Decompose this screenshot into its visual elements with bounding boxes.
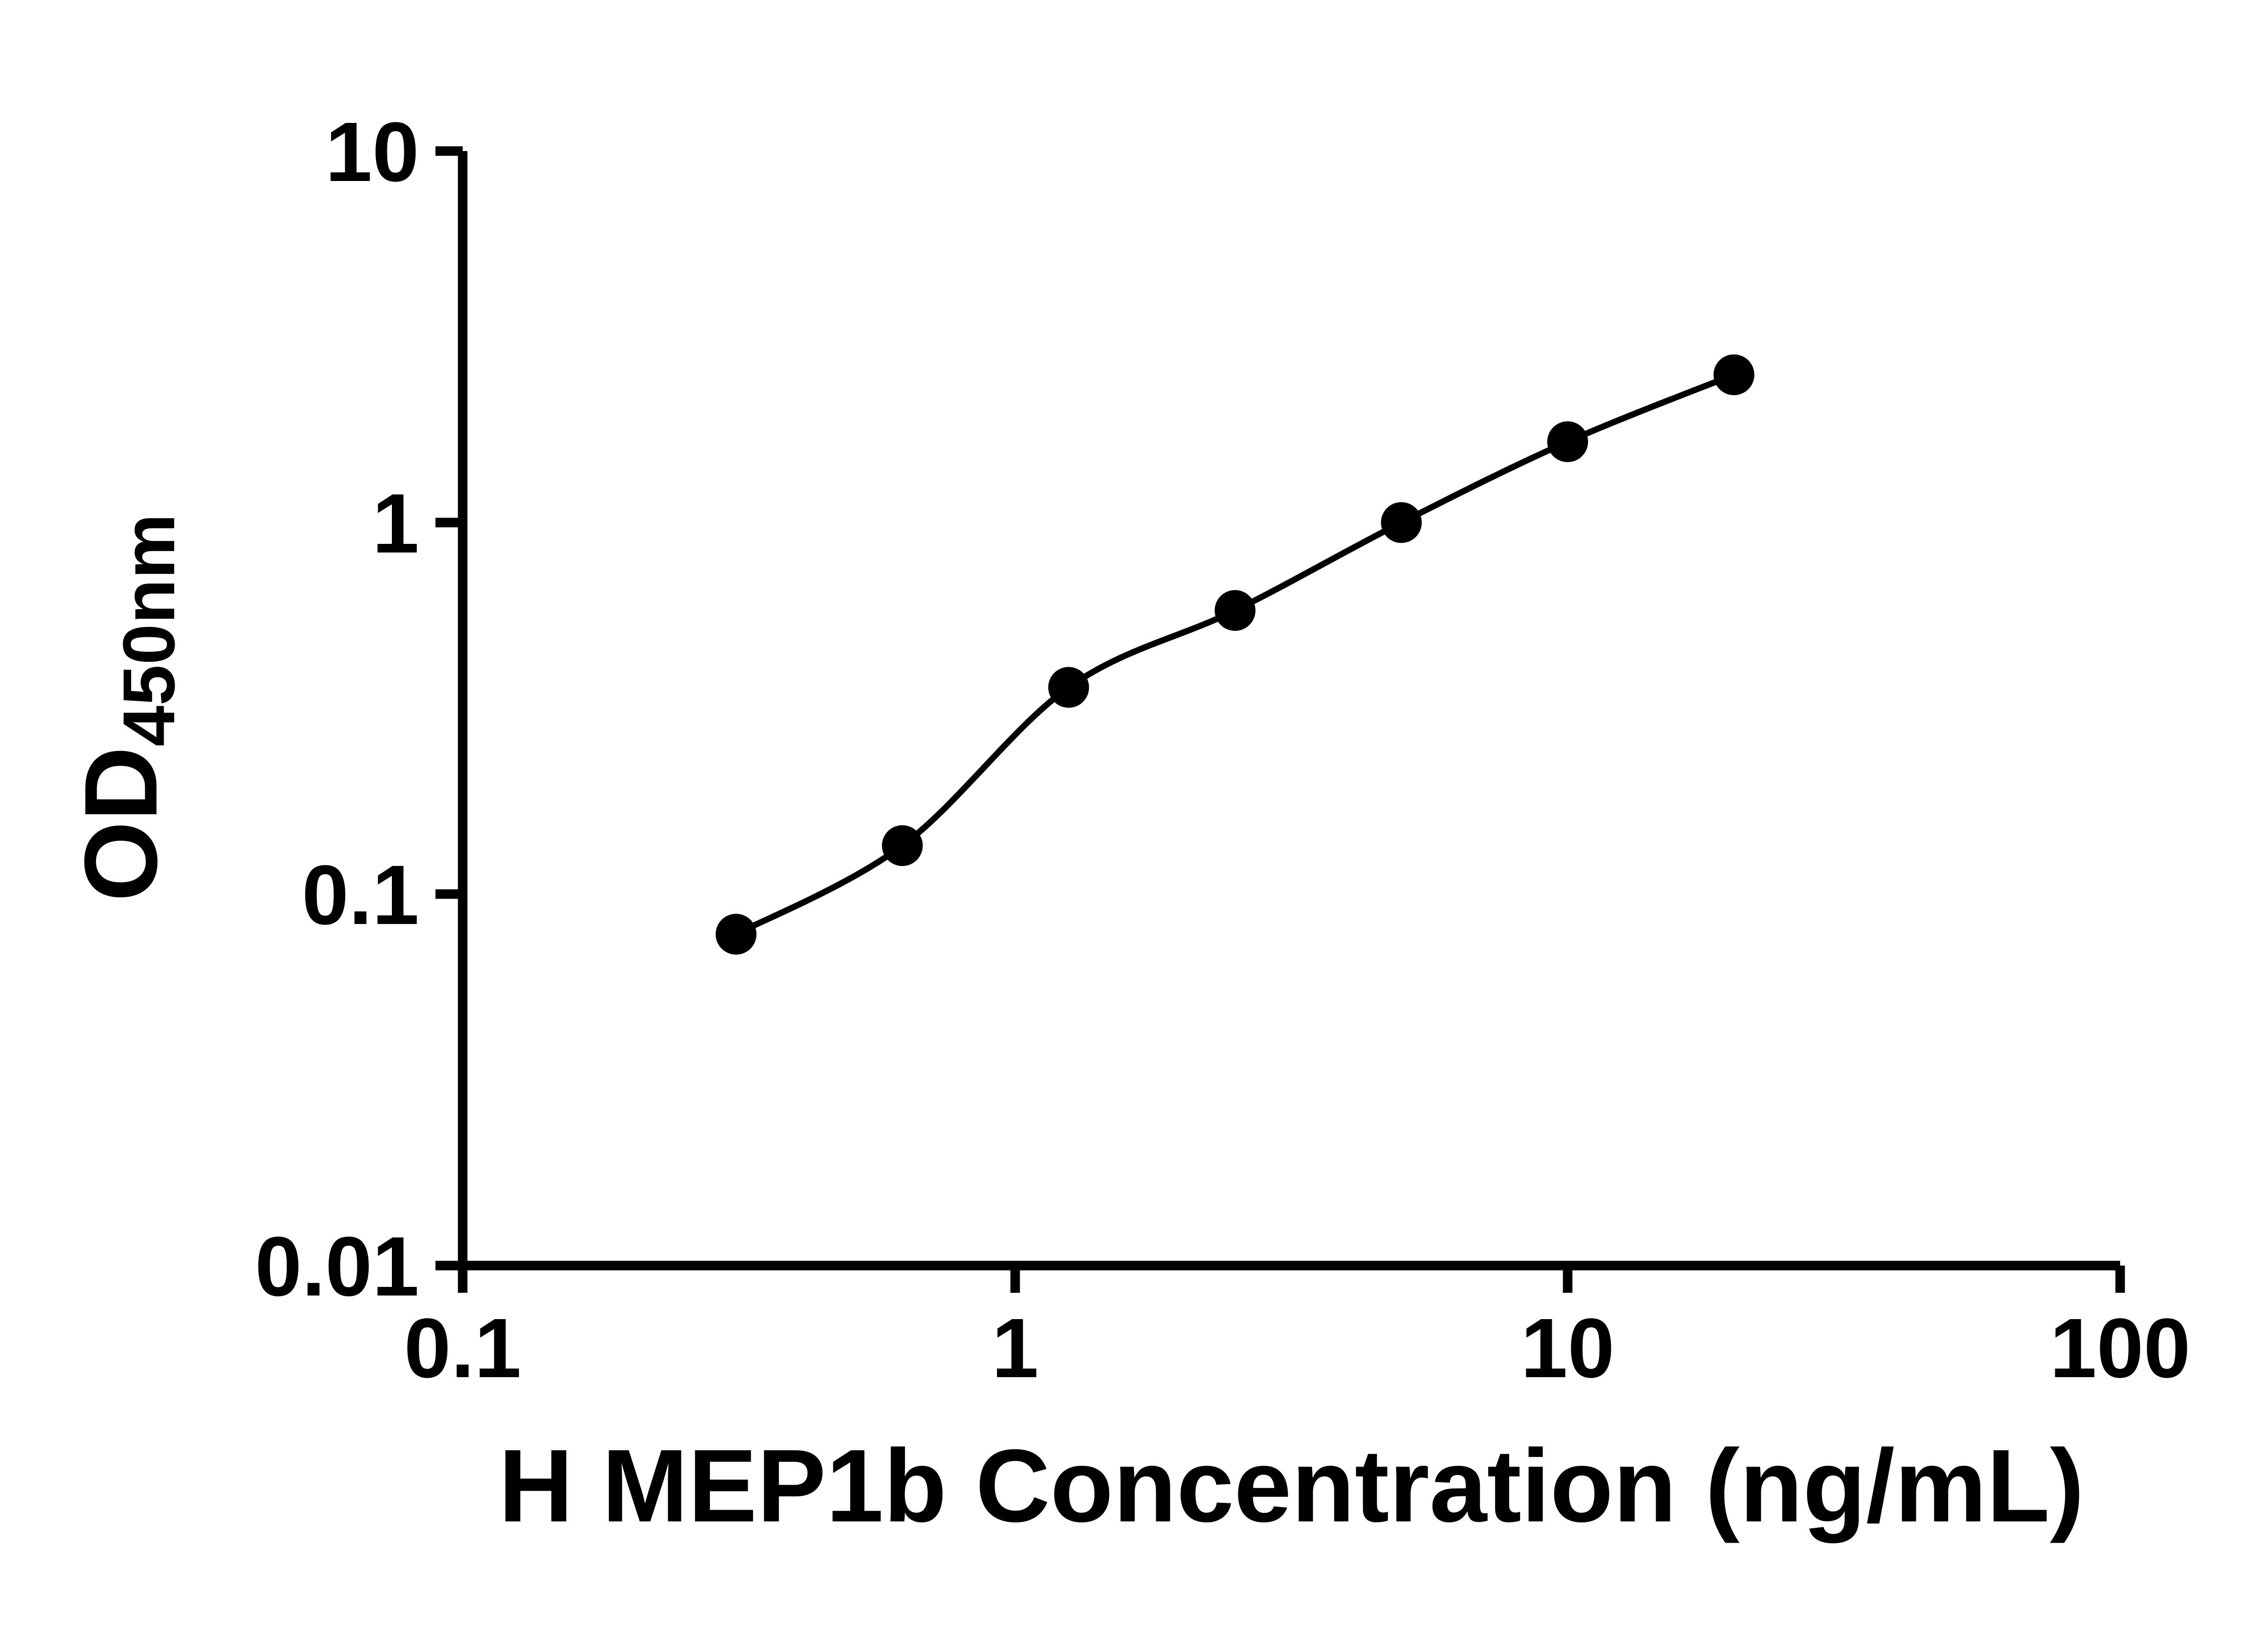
data-point <box>1214 590 1256 631</box>
x-axis-ticks <box>458 1266 2125 1293</box>
y-tick-label: 10 <box>325 105 419 199</box>
x-axis-tick-labels: 0.1 1 10 100 <box>404 1301 2190 1395</box>
x-tick-label: 0.1 <box>404 1301 522 1395</box>
y-axis-title-subscript: 450nm <box>108 513 190 746</box>
x-tick-label: 100 <box>2050 1301 2190 1395</box>
y-axis-title: OD450nm <box>64 513 190 901</box>
x-axis-title: H MEP1b Concentration (ng/mL) <box>499 1428 2084 1544</box>
y-axis-ticks <box>435 146 463 1271</box>
data-point <box>1381 502 1422 543</box>
y-axis-title-main: OD <box>64 747 179 902</box>
data-point <box>882 825 923 866</box>
data-point <box>1713 354 1755 396</box>
data-point <box>1547 421 1588 462</box>
x-tick-label: 10 <box>1521 1301 1615 1395</box>
y-tick-label: 0.1 <box>302 848 419 942</box>
axis-spines <box>458 151 2120 1271</box>
data-point <box>1048 667 1089 708</box>
y-axis-tick-labels: 0.01 0.1 1 10 <box>255 105 419 1314</box>
data-point <box>715 914 757 955</box>
x-tick-label: 1 <box>992 1301 1038 1395</box>
data-points-group <box>715 354 1755 955</box>
y-tick-label: 0.01 <box>255 1220 419 1314</box>
y-tick-label: 1 <box>372 477 419 571</box>
